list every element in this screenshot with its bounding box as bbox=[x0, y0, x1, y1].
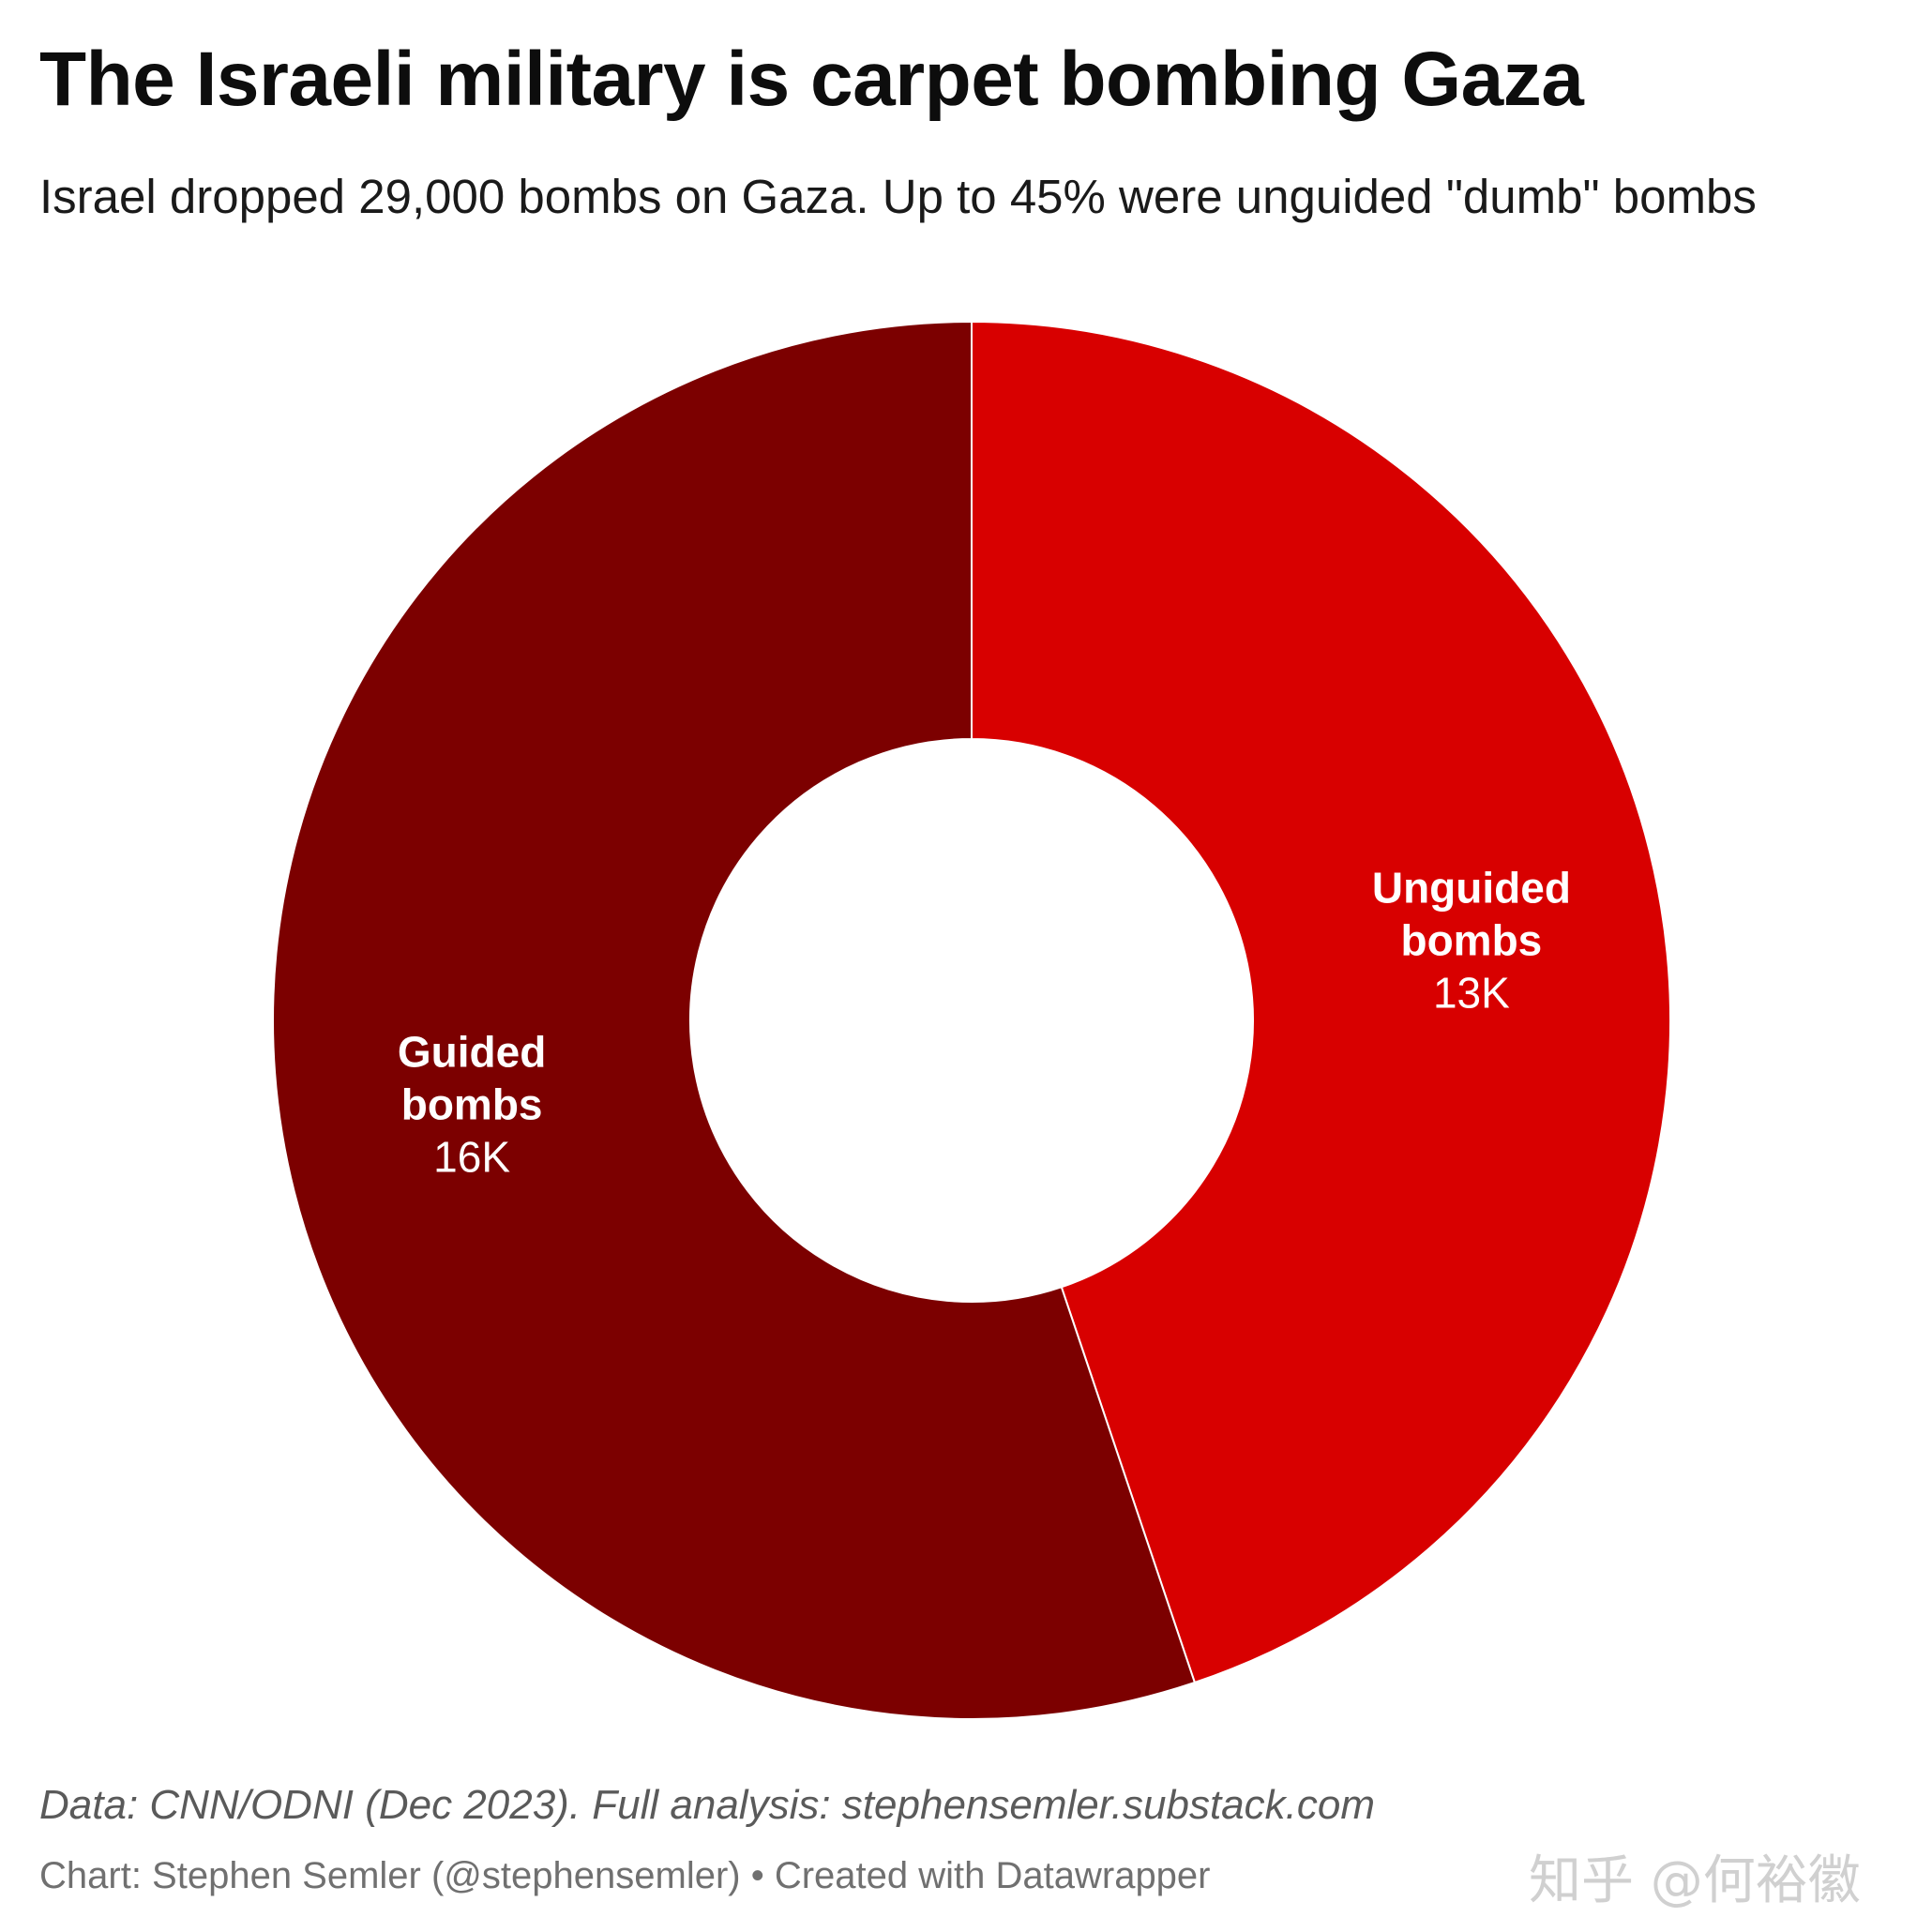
slice-value-label: 13K bbox=[1433, 969, 1510, 1018]
chart-title: The Israeli military is carpet bombing G… bbox=[39, 37, 1584, 122]
slice-label-line: Unguided bbox=[1372, 864, 1571, 913]
source-note: Data: CNN/ODNI (Dec 2023). Full analysis… bbox=[39, 1782, 1375, 1828]
donut-slice-unguided-bombs bbox=[971, 320, 1671, 1684]
slice-value-label: 16K bbox=[433, 1132, 510, 1181]
chart-subtitle: Israel dropped 29,000 bombs on Gaza. Up … bbox=[39, 170, 1757, 223]
slice-label-line: bombs bbox=[401, 1079, 543, 1128]
slice-label-line: bombs bbox=[1400, 916, 1542, 965]
watermark: 知乎 @何裕徽 bbox=[1529, 1850, 1861, 1911]
chart-credit: Chart: Stephen Semler (@stephensemler) •… bbox=[39, 1855, 1211, 1896]
donut-slice-guided-bombs bbox=[272, 320, 1197, 1720]
slice-label-line: Guided bbox=[398, 1027, 546, 1076]
